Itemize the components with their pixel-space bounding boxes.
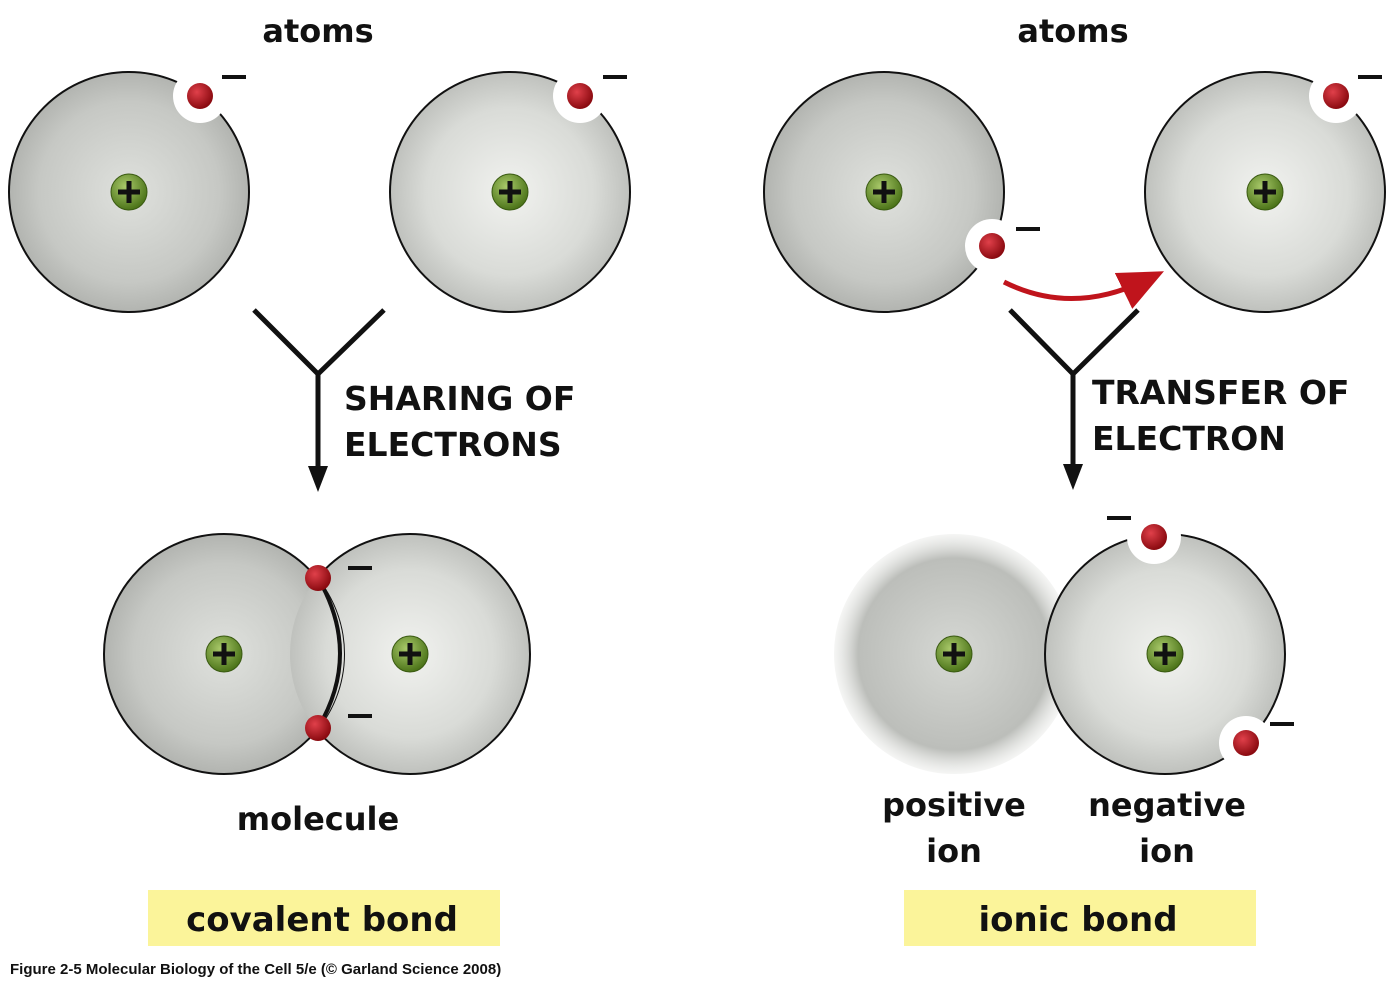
minus-icon <box>1358 75 1382 79</box>
electron-icon <box>1141 524 1167 550</box>
left-process-line1: SHARING OF <box>344 379 575 418</box>
electron-icon <box>1233 730 1259 756</box>
minus-icon <box>1016 227 1040 231</box>
positive-ion <box>834 534 1074 774</box>
positive-ion-label-line2: ion <box>926 832 982 870</box>
ionic-bond-label: ionic bond <box>978 900 1177 940</box>
minus-icon <box>222 75 246 79</box>
minus-icon <box>1107 516 1131 520</box>
ionic-bond-box <box>904 890 1256 946</box>
right-atom-donor <box>763 71 1040 313</box>
minus-icon <box>1270 722 1294 726</box>
right-atom-acceptor <box>1144 69 1386 313</box>
right-atoms-label: atoms <box>1017 12 1128 50</box>
nucleus-plus-icon <box>110 173 148 211</box>
left-process-line2: ELECTRONS <box>344 425 562 464</box>
shared-electron-icon <box>305 715 331 741</box>
nucleus-plus-icon <box>935 635 973 673</box>
covalent-molecule <box>103 533 531 775</box>
shared-electron-icon <box>305 565 331 591</box>
nucleus-plus-icon <box>491 173 529 211</box>
minus-icon <box>348 566 372 570</box>
electron-icon <box>187 83 213 109</box>
electron-icon <box>1323 83 1349 109</box>
minus-icon <box>348 714 372 718</box>
right-process-line1: TRANSFER OF <box>1092 373 1349 412</box>
electron-icon <box>979 233 1005 259</box>
right-process-line2: ELECTRON <box>1092 419 1286 458</box>
nucleus-plus-icon <box>205 635 243 673</box>
figure-caption: Figure 2-5 Molecular Biology of the Cell… <box>10 961 502 978</box>
nucleus-plus-icon <box>1146 635 1184 673</box>
positive-ion-label-line1: positive <box>882 786 1026 824</box>
nucleus-plus-icon <box>1246 173 1284 211</box>
left-merge-arrow <box>252 308 386 492</box>
covalent-bond-label: covalent bond <box>186 900 458 940</box>
covalent-bond-box <box>148 890 500 946</box>
right-merge-arrow <box>1008 308 1140 490</box>
negative-ion <box>1044 510 1294 775</box>
molecule-label: molecule <box>237 800 399 838</box>
nucleus-plus-icon <box>391 635 429 673</box>
nucleus-plus-icon <box>865 173 903 211</box>
electron-icon <box>567 83 593 109</box>
negative-ion-label-line1: negative <box>1088 786 1246 824</box>
left-atom-1 <box>8 69 250 313</box>
negative-ion-label-line2: ion <box>1139 832 1195 870</box>
left-atoms-label: atoms <box>262 12 373 50</box>
electron-transfer-arrow <box>1002 271 1164 309</box>
left-atom-2 <box>389 69 631 313</box>
minus-icon <box>603 75 627 79</box>
